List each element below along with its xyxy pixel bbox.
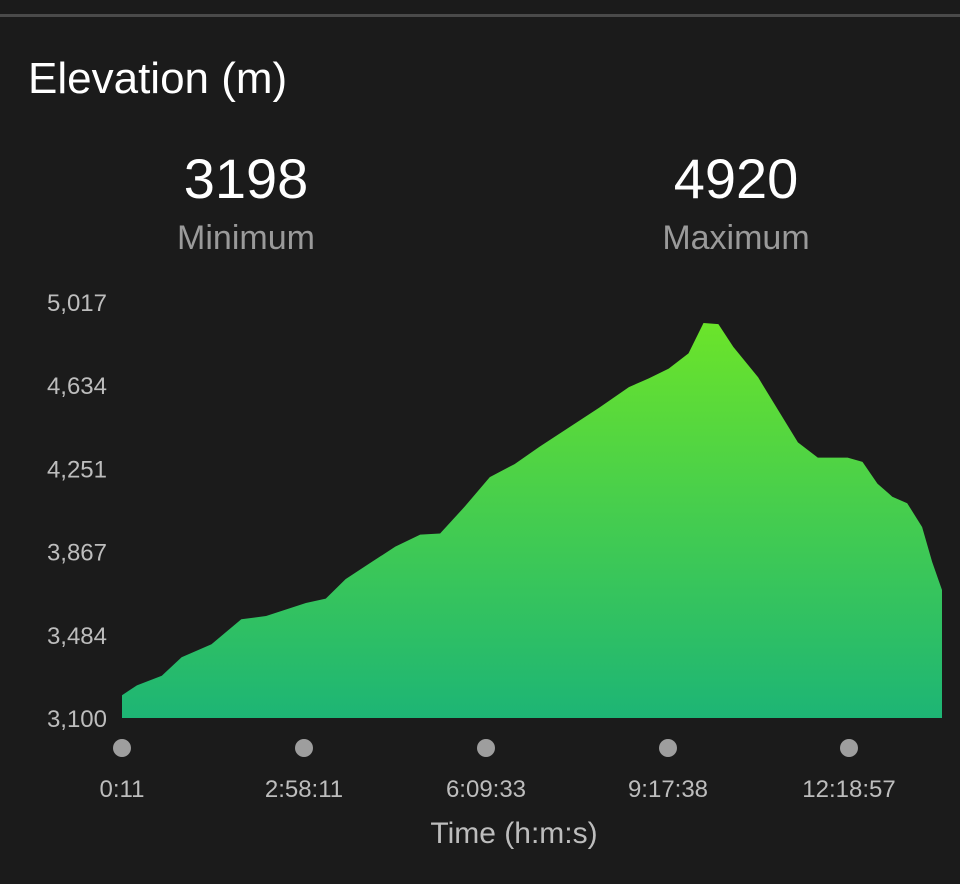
y-tick-label: 4,634 (47, 373, 107, 400)
maximum-label: Maximum (662, 219, 810, 257)
minimum-stat: 3198 Minimum (96, 145, 396, 259)
top-divider (0, 14, 960, 17)
y-tick-label: 5,017 (47, 290, 107, 317)
elevation-area (122, 323, 942, 718)
y-axis: 5,017 4,634 4,251 3,867 3,484 3,100 (47, 290, 107, 733)
minimum-label: Minimum (177, 219, 315, 257)
x-tick-marker[interactable] (113, 739, 131, 757)
y-tick-label: 3,484 (47, 623, 107, 650)
y-tick-label: 3,867 (47, 540, 107, 567)
x-axis: 0:11 2:58:11 6:09:33 9:17:38 12:18:57 Time (h… (100, 739, 896, 850)
x-tick-marker[interactable] (477, 739, 495, 757)
maximum-stat: 4920 Maximum (586, 145, 886, 259)
y-tick-label: 3,100 (47, 706, 107, 733)
x-tick-label: 0:11 (100, 776, 145, 803)
x-tick-label: 9:17:38 (628, 776, 708, 803)
x-tick-marker[interactable] (840, 739, 858, 757)
x-tick-marker[interactable] (659, 739, 677, 757)
x-axis-label: Time (h:m:s) (430, 817, 597, 850)
y-tick-label: 4,251 (47, 456, 107, 483)
x-tick-label: 6:09:33 (446, 776, 526, 803)
x-tick-label: 12:18:57 (802, 776, 895, 803)
x-tick-marker[interactable] (295, 739, 313, 757)
plot-area (122, 323, 942, 718)
chart-title: Elevation (m) (28, 54, 288, 103)
minimum-value: 3198 (183, 147, 309, 210)
maximum-value: 4920 (673, 147, 799, 210)
x-tick-label: 2:58:11 (265, 776, 343, 803)
